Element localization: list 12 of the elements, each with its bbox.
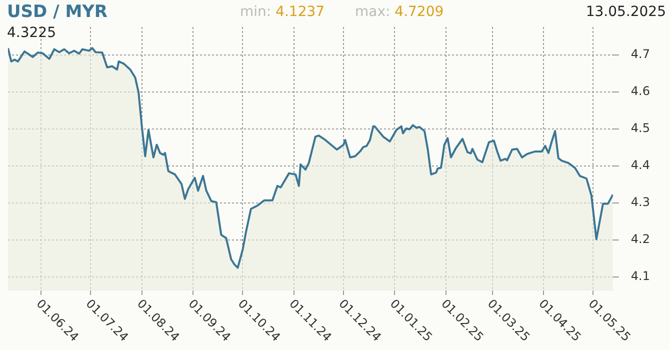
y-tick-label: 4.4: [630, 158, 650, 172]
y-tick-label: 4.7: [630, 46, 650, 61]
y-tick-label: 4.2: [630, 232, 650, 246]
y-tick-label: 4.5: [630, 120, 650, 135]
chart-title: USD / MYR: [7, 2, 108, 22]
y-tick-label: 4.3: [630, 195, 650, 210]
annotation: 4.3225: [7, 25, 56, 41]
y-tick-label: 4.1: [630, 269, 650, 284]
text: min: 4.1237: [240, 4, 325, 20]
y-tick-label: 4.6: [630, 84, 650, 98]
text: max: 4.7209: [355, 4, 444, 20]
text: 13.05.2025: [586, 4, 666, 20]
